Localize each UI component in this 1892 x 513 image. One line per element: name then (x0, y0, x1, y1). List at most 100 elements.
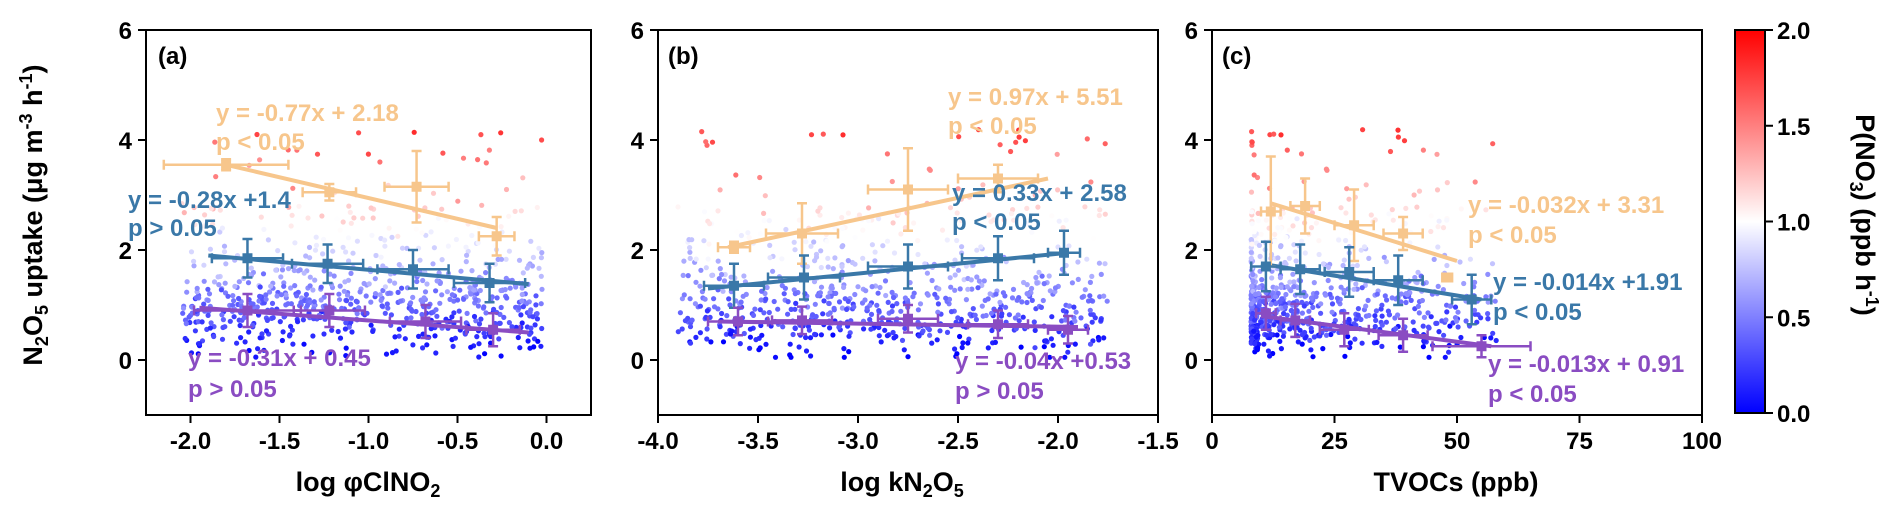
scatter-point (344, 298, 350, 304)
scatter-point (483, 160, 489, 166)
scatter-point (1426, 325, 1432, 331)
scatter-point (1368, 212, 1374, 218)
mean-point-purple (1063, 324, 1073, 335)
scatter-point (747, 345, 753, 351)
scatter-point (350, 250, 356, 256)
scatter-point (1101, 335, 1107, 341)
scatter-point (792, 291, 798, 297)
scatter-point (539, 250, 545, 256)
scatter-point (202, 212, 208, 218)
scatter-point (818, 248, 824, 254)
scatter-point (788, 306, 794, 312)
scatter-point (468, 344, 474, 350)
scatter-point (878, 339, 884, 345)
scatter-point (346, 258, 352, 264)
scatter-point (520, 270, 526, 276)
scatter-point (301, 270, 307, 276)
scatter-point (389, 350, 396, 356)
scatter-point (882, 278, 889, 284)
scatter-point (957, 333, 963, 340)
scatter-point (1098, 317, 1104, 323)
panel-b-x-axis-label-o: O (933, 467, 954, 497)
scatter-point (698, 267, 704, 273)
scatter-point (194, 285, 200, 291)
mean-point-orange (324, 187, 335, 198)
scatter-point (738, 232, 745, 239)
scatter-point (954, 237, 960, 244)
scatter-point (1010, 207, 1016, 213)
mean-point-blue (903, 261, 913, 272)
scatter-point (212, 139, 218, 145)
scatter-point (808, 353, 814, 359)
scatter-point (1490, 141, 1496, 147)
scatter-point (482, 351, 488, 357)
scatter-point (220, 317, 226, 323)
scatter-point (1338, 205, 1344, 211)
scatter-point (915, 251, 921, 258)
scatter-point (675, 204, 681, 210)
scatter-point (1084, 136, 1090, 142)
scatter-point (1024, 299, 1030, 306)
scatter-point (1372, 313, 1378, 319)
scatter-point (404, 315, 410, 321)
scatter-point (1434, 151, 1440, 157)
scatter-point (208, 205, 214, 211)
scatter-point (898, 308, 904, 314)
y-tick-label: 0 (1185, 348, 1198, 375)
scatter-point (519, 291, 525, 298)
scatter-point (1441, 332, 1447, 338)
scatter-point (852, 234, 858, 240)
scatter-point (1342, 353, 1348, 359)
scatter-point (917, 301, 924, 307)
y-axis-label-close: ) (18, 64, 48, 73)
scatter-point (1475, 236, 1481, 242)
scatter-point (717, 187, 723, 193)
y-tick-label: 4 (631, 128, 645, 155)
scatter-point (727, 331, 734, 337)
scatter-point (307, 255, 313, 261)
scatter-point (1062, 317, 1068, 323)
scatter-point (1440, 287, 1446, 293)
scatter-point (1257, 253, 1263, 259)
scatter-point (292, 283, 298, 289)
scatter-point (965, 286, 971, 292)
scatter-point (952, 287, 958, 293)
scatter-point (184, 279, 190, 285)
scatter-point (222, 280, 228, 286)
scatter-point (703, 139, 709, 145)
panel-c-p-blue: p < 0.05 (1493, 299, 1582, 326)
scatter-point (1276, 324, 1282, 330)
scatter-point (825, 264, 831, 270)
scatter-point (1311, 280, 1317, 286)
scatter-point (687, 324, 694, 330)
scatter-point (1009, 295, 1016, 301)
scatter-point (772, 354, 779, 360)
scatter-point (1249, 139, 1255, 145)
scatter-point (812, 301, 818, 307)
scatter-point (952, 272, 958, 278)
scatter-point (215, 274, 221, 280)
scatter-point (1436, 218, 1442, 224)
scatter-point (1444, 217, 1450, 223)
scatter-point (715, 208, 721, 214)
scatter-point (1252, 291, 1259, 297)
scatter-point (207, 325, 213, 331)
scatter-point (535, 338, 541, 344)
scatter-point (298, 299, 304, 306)
scatter-point (1408, 297, 1414, 303)
scatter-point (248, 265, 254, 271)
scatter-point (1040, 297, 1046, 304)
scatter-point (1306, 308, 1312, 314)
scatter-point (722, 271, 728, 278)
scatter-point (915, 238, 921, 244)
scatter-point (1075, 276, 1081, 282)
scatter-point (519, 320, 525, 326)
scatter-point (1381, 254, 1387, 260)
mean-point-orange (903, 184, 913, 195)
scatter-point (750, 312, 757, 318)
scatter-point (830, 266, 836, 272)
colorbar-tick-label: 2.0 (1777, 18, 1810, 45)
scatter-point (1029, 285, 1035, 292)
scatter-point (1323, 292, 1329, 298)
panel-a-binned-means (162, 149, 527, 348)
